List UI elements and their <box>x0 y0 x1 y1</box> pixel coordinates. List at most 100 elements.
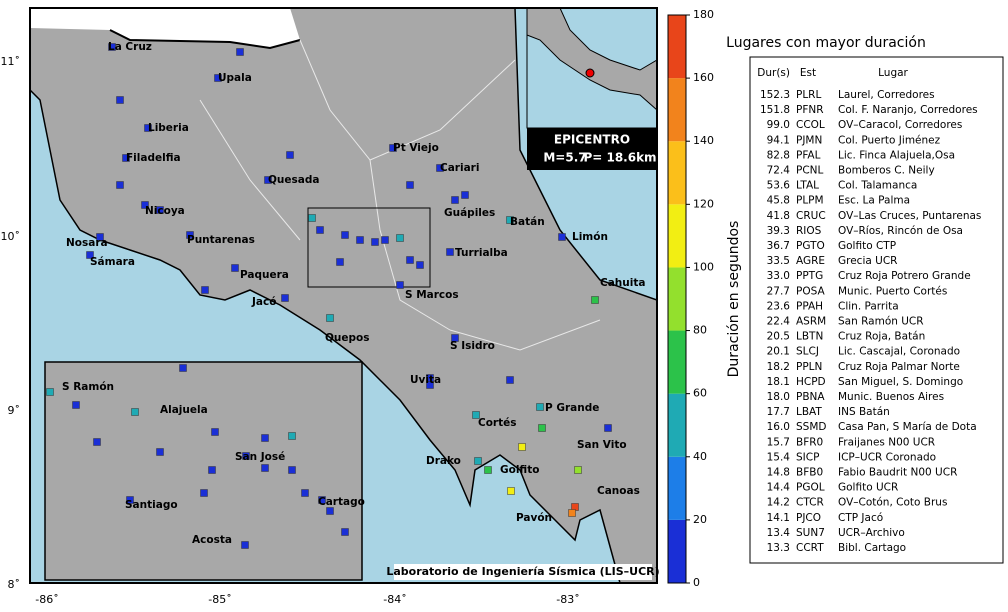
station <box>568 509 576 517</box>
station <box>472 411 480 419</box>
station-place: Fabio Baudrit N00 UCR <box>838 467 957 479</box>
station-place: San Ramón UCR <box>838 316 924 328</box>
map-frame <box>29 7 658 584</box>
station-place: Bibl. Cartago <box>838 542 906 554</box>
station <box>301 489 309 497</box>
station-code: PLRL <box>796 89 821 101</box>
station-place: OV–Caracol, Corredores <box>838 119 962 131</box>
station <box>131 408 139 416</box>
colorbar-label: Duración en segundos <box>726 221 742 378</box>
station <box>446 248 454 256</box>
station <box>461 191 469 199</box>
station-place: Casa Pan, S María de Dota <box>838 421 977 433</box>
colorbar-tick-label: 40 <box>693 450 707 463</box>
duration: 22.4 <box>767 316 791 328</box>
duration: 36.7 <box>767 240 790 252</box>
station <box>288 432 296 440</box>
duration: 14.2 <box>767 497 790 509</box>
station <box>416 261 424 269</box>
nicaragua <box>30 8 300 48</box>
station <box>46 388 54 396</box>
duration: 72.4 <box>767 165 791 177</box>
station <box>506 216 514 224</box>
lat-label: 10˚ <box>1 230 21 243</box>
place-label: Uvita <box>410 374 441 386</box>
place-label: S Isidro <box>450 340 495 352</box>
station <box>538 424 546 432</box>
station-place: OV–Las Cruces, Puntarenas <box>838 210 981 222</box>
station <box>518 443 526 451</box>
colorbar-tick-label: 100 <box>693 260 714 273</box>
station <box>536 403 544 411</box>
station <box>208 466 216 474</box>
place-label: Cartago <box>318 496 365 508</box>
station-place: Esc. La Palma <box>838 195 910 207</box>
duration: 53.6 <box>767 180 791 192</box>
place-label: Pavón <box>516 512 552 524</box>
duration: 14.8 <box>767 467 790 479</box>
station-code: PPAH <box>796 300 823 312</box>
station-code: SLCJ <box>796 346 819 358</box>
place-label: S Marcos <box>405 289 459 301</box>
table-box <box>749 56 1004 564</box>
station-code: PFNR <box>796 104 824 116</box>
place-label: Puntarenas <box>187 234 255 246</box>
station <box>506 376 514 384</box>
duration: 33.0 <box>767 270 790 282</box>
station <box>214 74 222 82</box>
colorbar-tick-label: 180 <box>693 8 714 21</box>
station <box>558 233 566 241</box>
duration: 33.5 <box>767 255 790 267</box>
station-place: Cruz Roja Palmar Norte <box>838 361 960 373</box>
station <box>451 334 459 342</box>
station <box>591 296 599 304</box>
duration: 152.3 <box>760 89 790 101</box>
station-code: PLPM <box>796 195 824 207</box>
station-code: SICP <box>796 451 819 463</box>
duration: 13.3 <box>767 542 790 554</box>
station-place: OV–Ríos, Rincón de Osa <box>838 225 963 237</box>
station-code: HCPD <box>796 376 826 388</box>
table-header: Lugar <box>878 67 908 79</box>
station-code: PGOL <box>796 482 825 494</box>
lat-label: 8˚ <box>8 578 21 591</box>
station-code: CCOL <box>796 119 825 131</box>
station <box>108 43 116 51</box>
place-label: Sámara <box>90 256 135 268</box>
colorbar-tick-label: 20 <box>693 513 707 526</box>
place-label: Turrialba <box>455 247 508 259</box>
duration: 20.5 <box>767 331 790 343</box>
credit: Laboratorio de Ingeniería Sísmica (LIS–U… <box>386 565 659 578</box>
place-label: Batán <box>510 216 545 228</box>
station-code: PJCO <box>796 512 821 524</box>
station <box>426 381 434 389</box>
station <box>122 154 130 162</box>
inset-map <box>44 361 363 581</box>
table-header: Est <box>800 67 816 79</box>
station-code: LBTN <box>796 331 823 343</box>
station-place: Col. F. Naranjo, Corredores <box>838 104 978 116</box>
epicentro-title: EPICENTRO <box>554 133 630 147</box>
station <box>72 401 80 409</box>
place-label: Nosara <box>66 237 108 249</box>
place-label: Cariari <box>440 162 479 174</box>
place-label: Paquera <box>240 269 289 281</box>
lon-label: -85˚ <box>208 593 231 606</box>
duration: 39.3 <box>767 225 790 237</box>
station <box>116 96 124 104</box>
lon-label: -84˚ <box>383 593 406 606</box>
place-label: San José <box>235 451 285 463</box>
colorbar-frame <box>667 14 687 584</box>
station <box>116 181 124 189</box>
colorbar-tick-label: 80 <box>693 324 707 337</box>
station-place: Lic. Finca Alajuela,Osa <box>838 149 955 161</box>
duration: 151.8 <box>760 104 790 116</box>
station <box>288 466 296 474</box>
station-place: Fraijanes N00 UCR <box>838 436 935 448</box>
place-label: Drako <box>426 455 461 467</box>
colorbar-band <box>668 330 686 394</box>
station <box>326 314 334 322</box>
duration: 27.7 <box>767 285 790 297</box>
duration: 15.4 <box>767 451 791 463</box>
